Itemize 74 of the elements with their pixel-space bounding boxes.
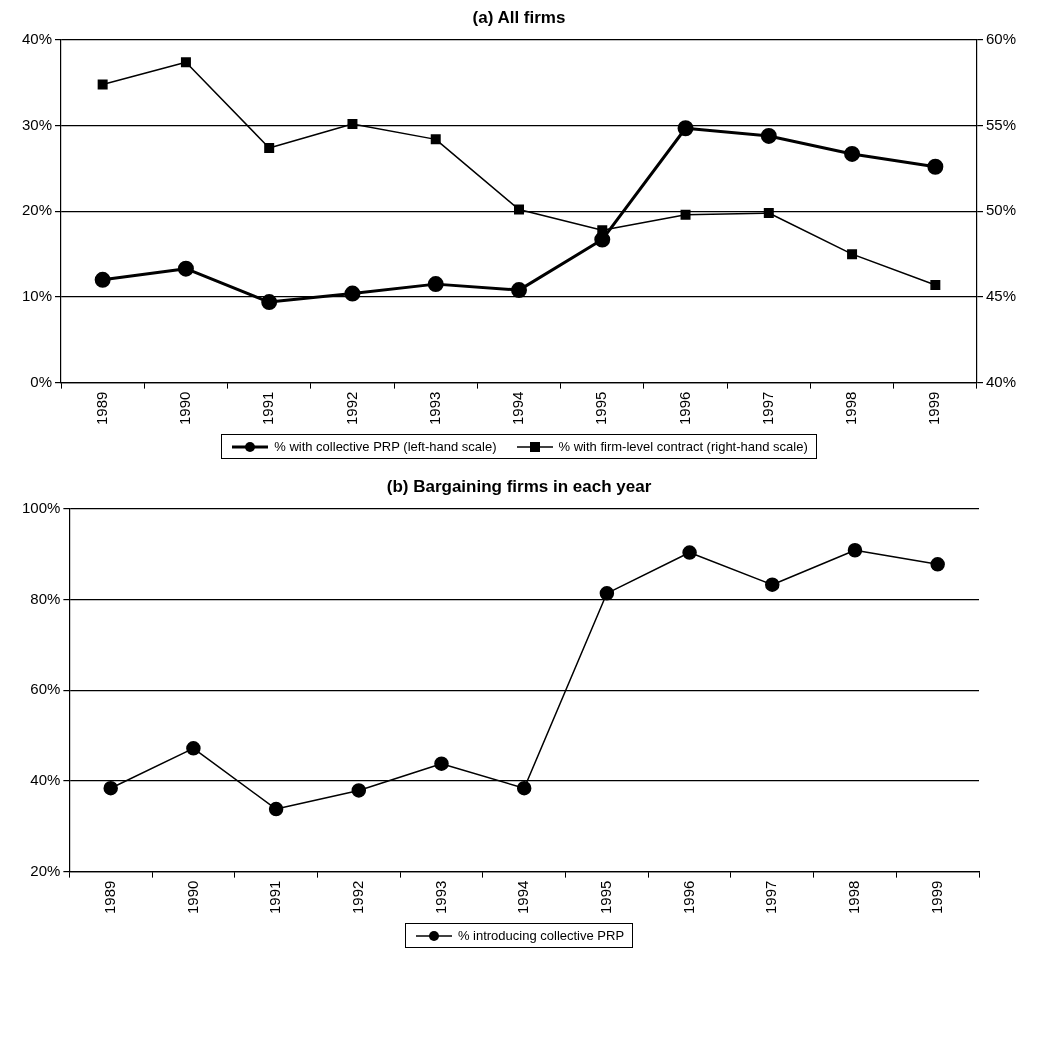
point: [599, 586, 615, 601]
point: [844, 145, 861, 162]
y-tick-label: 30%: [21, 115, 53, 133]
point: [516, 780, 532, 796]
point: [927, 158, 944, 175]
y2-tick-label: 40%: [985, 372, 1017, 390]
point: [347, 118, 358, 129]
x-tick-label: 1994: [509, 391, 527, 426]
point: [103, 780, 118, 796]
chart-title: (b) Bargaining firms in each year: [386, 477, 652, 497]
x-tick-label: 1999: [927, 880, 945, 915]
x-tick-label: 1996: [675, 391, 693, 426]
point: [264, 142, 275, 153]
x-tick-label: 1995: [597, 880, 615, 915]
x-tick-label: 1990: [176, 391, 194, 426]
y2-tick-label: 60%: [985, 30, 1017, 48]
legend-label: % introducing collective PRP: [457, 928, 625, 943]
point: [680, 209, 691, 220]
x-tick-label: 1993: [425, 391, 443, 426]
x-tick-label: 1989: [92, 391, 110, 426]
x-tick-label: 1997: [762, 880, 780, 915]
y2-tick-label: 45%: [985, 287, 1017, 305]
point: [847, 543, 863, 558]
point: [930, 557, 945, 572]
chart-title: (a) All firms: [472, 8, 566, 28]
point: [177, 260, 194, 277]
x-tick-label: 1994: [514, 880, 532, 915]
point: [434, 756, 449, 771]
point: [268, 801, 284, 817]
point: [261, 294, 278, 311]
x-tick-label: 1990: [183, 880, 201, 915]
point: [765, 577, 780, 592]
point: [344, 285, 361, 302]
point: [594, 231, 611, 248]
point: [511, 282, 527, 299]
x-tick-label: 1991: [259, 391, 277, 426]
y-tick-label: 10%: [21, 287, 53, 305]
x-tick-label: 1992: [342, 391, 360, 426]
legend-label: % with collective PRP (left-hand scale): [274, 439, 497, 454]
x-tick-label: 1993: [431, 880, 449, 915]
y-tick-label: 60%: [30, 680, 61, 698]
x-tick-label: 1999: [925, 391, 943, 426]
point: [94, 271, 111, 288]
x-tick-label: 1992: [348, 880, 366, 915]
y-tick-label: 40%: [21, 30, 53, 48]
y-tick-label: 20%: [30, 861, 61, 879]
point: [514, 204, 524, 215]
point: [763, 208, 774, 219]
y-tick-label: 40%: [30, 771, 61, 789]
x-tick-label: 1996: [679, 880, 697, 915]
y-tick-label: 100%: [21, 499, 61, 517]
legend-label: % with firm-level contract (right-hand scale): [558, 439, 808, 454]
point: [760, 127, 777, 144]
point: [427, 276, 444, 293]
point: [677, 120, 694, 137]
x-tick-label: 1998: [842, 391, 860, 426]
y2-tick-label: 55%: [985, 115, 1017, 133]
y-tick-label: 80%: [30, 589, 61, 607]
point: [97, 79, 108, 90]
x-tick-label: 1989: [100, 880, 118, 915]
x-tick-label: 1997: [758, 391, 776, 426]
y-tick-label: 0%: [30, 372, 53, 390]
x-tick-label: 1995: [592, 391, 610, 426]
point: [180, 57, 191, 68]
point: [930, 279, 941, 290]
point: [186, 741, 201, 756]
point: [430, 134, 441, 145]
point: [351, 783, 367, 798]
x-tick-label: 1991: [266, 880, 284, 915]
x-tick-label: 1998: [845, 880, 863, 915]
point: [847, 249, 858, 260]
point: [682, 545, 697, 560]
y-tick-label: 20%: [21, 201, 53, 219]
y2-tick-label: 50%: [985, 201, 1017, 219]
